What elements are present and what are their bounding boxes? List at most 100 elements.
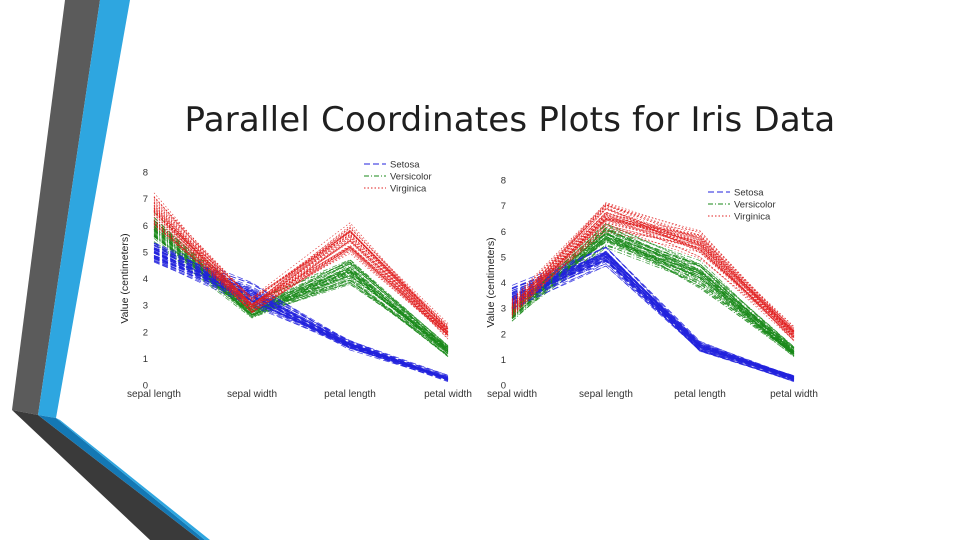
series-line-setosa bbox=[511, 253, 795, 380]
decor-deep-blue-band bbox=[38, 415, 205, 540]
y-tick-label: 4 bbox=[143, 274, 148, 285]
slide-title: Parallel Coordinates Plots for Iris Data bbox=[184, 100, 836, 140]
legend-label-versicolor: Versicolor bbox=[734, 200, 776, 211]
series-line-versicolor bbox=[153, 220, 449, 348]
series-line-virginica bbox=[511, 203, 795, 328]
series-line-versicolor bbox=[153, 216, 449, 350]
x-axis-label: petal length bbox=[324, 389, 376, 400]
series-line-versicolor bbox=[153, 242, 449, 357]
series-line-versicolor bbox=[153, 223, 449, 352]
decor-dark-bar bbox=[12, 0, 100, 415]
series-line-virginica bbox=[153, 211, 449, 337]
y-tick-label: 0 bbox=[143, 381, 148, 392]
y-tick-label: 7 bbox=[143, 194, 148, 205]
series-line-virginica bbox=[153, 202, 449, 329]
y-tick-label: 8 bbox=[501, 176, 506, 187]
series-line-virginica bbox=[153, 211, 449, 330]
series-line-versicolor bbox=[511, 244, 795, 355]
series-line-virginica bbox=[153, 210, 449, 333]
y-tick-label: 3 bbox=[143, 301, 148, 312]
series-line-virginica bbox=[153, 210, 449, 336]
series-line-virginica bbox=[511, 218, 795, 334]
y-tick-label: 1 bbox=[501, 355, 506, 366]
series-line-versicolor bbox=[153, 236, 449, 350]
series-line-setosa bbox=[153, 261, 449, 380]
series-line-setosa bbox=[153, 252, 449, 380]
series-line-versicolor bbox=[511, 232, 795, 348]
x-axis-label: sepal width bbox=[487, 389, 537, 400]
y-tick-label: 6 bbox=[143, 221, 148, 232]
series-line-virginica bbox=[511, 207, 795, 333]
y-tick-label: 6 bbox=[501, 227, 506, 238]
x-axis-label: sepal length bbox=[579, 389, 633, 400]
legend-label-virginica: Virginica bbox=[390, 184, 427, 195]
y-tick-label: 4 bbox=[501, 278, 506, 289]
x-axis-label: petal length bbox=[674, 389, 726, 400]
series-line-virginica bbox=[153, 207, 449, 335]
series-line-virginica bbox=[511, 214, 795, 337]
series-line-versicolor bbox=[153, 212, 449, 347]
series-line-virginica bbox=[153, 203, 449, 335]
series-line-virginica bbox=[511, 215, 795, 329]
series-line-versicolor bbox=[153, 242, 449, 353]
series-line-versicolor bbox=[511, 237, 795, 354]
series-line-setosa bbox=[511, 246, 795, 377]
series-line-setosa bbox=[511, 251, 795, 378]
series-line-virginica bbox=[511, 229, 795, 342]
series-line-versicolor bbox=[153, 233, 449, 356]
series-line-virginica bbox=[511, 206, 795, 333]
series-line-virginica bbox=[511, 208, 795, 329]
series-line-virginica bbox=[511, 220, 795, 339]
series-line-setosa bbox=[153, 257, 449, 382]
y-tick-label: 3 bbox=[501, 304, 506, 315]
decor-black-band bbox=[12, 410, 200, 540]
series-line-virginica bbox=[153, 210, 449, 333]
series-line-virginica bbox=[153, 202, 449, 336]
series-line-virginica bbox=[153, 200, 449, 331]
series-line-virginica bbox=[511, 214, 795, 338]
series-line-setosa bbox=[511, 252, 795, 377]
decor-blue-wedge bbox=[56, 418, 210, 540]
series-line-setosa bbox=[511, 265, 795, 380]
series-line-virginica bbox=[153, 211, 449, 332]
series-line-versicolor bbox=[153, 222, 449, 349]
series-line-virginica bbox=[153, 211, 449, 330]
series-line-versicolor bbox=[153, 225, 449, 348]
series-line-virginica bbox=[511, 231, 795, 339]
parallel-plot-right: Value (centimeters) 0 1 2 3 4 5 6 7 8 sepal width s… bbox=[485, 176, 818, 401]
series-line-virginica bbox=[511, 218, 795, 333]
series-line-versicolor bbox=[153, 220, 449, 346]
series-line-setosa bbox=[511, 246, 795, 379]
series-line-setosa bbox=[511, 247, 795, 378]
series-line-virginica bbox=[153, 204, 449, 332]
parallel-plot-left: Value (centimeters) 0 1 2 3 4 5 6 7 8 sepal length… bbox=[119, 160, 472, 400]
y-tick-label: 7 bbox=[501, 201, 506, 212]
series-line-setosa bbox=[153, 252, 449, 381]
series-line-virginica bbox=[511, 213, 795, 332]
series-line-setosa bbox=[511, 251, 795, 377]
series-line-virginica bbox=[153, 209, 449, 326]
series-line-virginica bbox=[511, 215, 795, 341]
y-axis-label: Value (centimeters) bbox=[119, 233, 131, 323]
series-line-setosa bbox=[511, 252, 795, 381]
series-line-setosa bbox=[153, 244, 449, 376]
series-line-setosa bbox=[153, 249, 449, 380]
series-line-virginica bbox=[511, 208, 795, 333]
series-line-virginica bbox=[511, 214, 795, 338]
y-tick-label: 5 bbox=[501, 252, 506, 263]
x-axis-label: sepal width bbox=[227, 389, 277, 400]
series-line-versicolor bbox=[153, 235, 449, 357]
series-line-virginica bbox=[153, 197, 449, 334]
series-line-versicolor bbox=[511, 244, 795, 352]
series-line-setosa bbox=[511, 261, 795, 380]
legend-label-virginica: Virginica bbox=[734, 212, 771, 223]
series-line-versicolor bbox=[511, 232, 795, 354]
series-line-setosa bbox=[511, 254, 795, 377]
series-line-versicolor bbox=[511, 232, 795, 354]
y-axis-label: Value (centimeters) bbox=[485, 237, 497, 327]
series-line-virginica bbox=[511, 205, 795, 335]
series-line-setosa bbox=[153, 248, 449, 379]
series-line-versicolor bbox=[153, 220, 449, 349]
series-line-versicolor bbox=[511, 234, 795, 349]
